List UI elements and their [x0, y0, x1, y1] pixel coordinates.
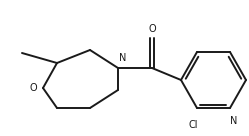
- Text: O: O: [148, 24, 156, 34]
- Text: Cl: Cl: [188, 120, 198, 130]
- Text: O: O: [29, 83, 37, 93]
- Text: N: N: [119, 53, 127, 63]
- Text: N: N: [230, 116, 238, 126]
